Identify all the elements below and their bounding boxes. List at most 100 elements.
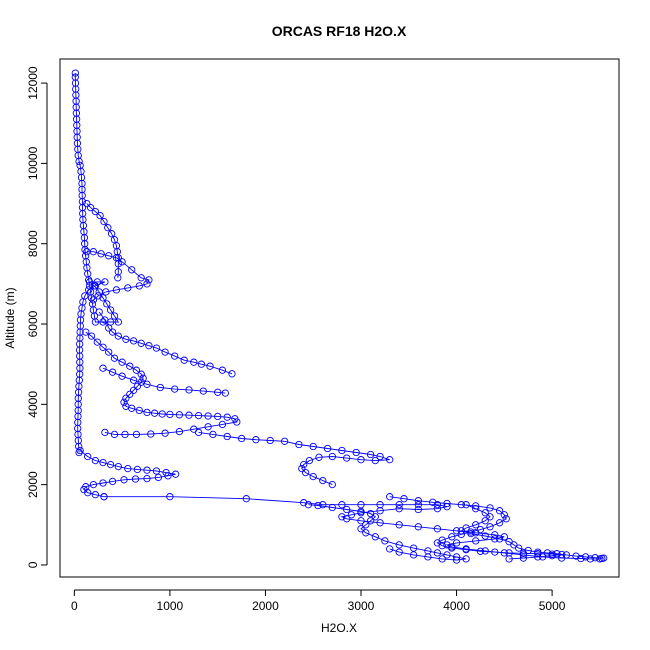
x-tick-label: 4000 [443, 599, 470, 613]
data-point [495, 535, 504, 543]
data-point [305, 456, 314, 465]
data-point [462, 501, 470, 509]
data-point [452, 556, 461, 564]
data-point [452, 527, 461, 535]
data-point [362, 529, 370, 537]
data-point [139, 374, 147, 382]
data-point [89, 248, 98, 256]
data-point [386, 545, 394, 553]
data-point [386, 493, 394, 501]
data-point [301, 468, 310, 477]
data-point [171, 470, 180, 478]
data-series [71, 69, 122, 457]
data-point [161, 429, 169, 437]
data-point [106, 306, 115, 314]
data-point [132, 430, 141, 439]
data-point [414, 497, 422, 505]
data-point [534, 548, 542, 556]
data-point [122, 394, 130, 402]
data-point [414, 505, 422, 514]
data-point [476, 525, 485, 534]
data-point [452, 539, 461, 547]
data-point [87, 332, 96, 340]
data-series [95, 308, 236, 378]
data-point [85, 278, 94, 286]
data-point [221, 389, 229, 397]
plot-area [71, 69, 608, 564]
data-point [586, 555, 594, 563]
data-point [95, 308, 103, 316]
data-point [99, 458, 107, 467]
data-point [194, 428, 203, 437]
data-point [133, 382, 142, 390]
data-point [481, 517, 489, 525]
data-point [171, 352, 179, 360]
data-series [457, 501, 608, 562]
data-point [328, 452, 336, 461]
data-point [112, 286, 121, 294]
data-point [448, 533, 456, 541]
data-point [314, 501, 322, 510]
y-tick-label: 12000 [26, 66, 40, 100]
data-point [171, 385, 179, 393]
data-point [129, 376, 138, 384]
data-point [99, 364, 107, 372]
data-point [357, 517, 365, 525]
data-point [85, 286, 93, 294]
data-point [481, 532, 489, 540]
data-point [448, 544, 456, 552]
data-point [443, 551, 451, 559]
data-point [152, 467, 161, 475]
data-point [124, 284, 132, 292]
data-point [223, 432, 231, 441]
data-point [457, 501, 465, 509]
data-point [120, 476, 128, 484]
data-point [93, 278, 101, 286]
data-point [99, 294, 107, 302]
data-point [114, 318, 122, 326]
data-point [143, 380, 151, 388]
data-series [100, 493, 606, 563]
data-point [84, 452, 92, 461]
x-tick-label: 3000 [348, 599, 375, 613]
data-point [108, 477, 117, 486]
data-point [175, 427, 184, 436]
data-point [462, 555, 470, 563]
data-point [371, 456, 379, 465]
data-point [135, 282, 143, 290]
data-point [319, 476, 327, 485]
data-point [328, 503, 336, 512]
data-point [572, 552, 580, 560]
data-point [414, 523, 422, 531]
data-point [143, 474, 151, 483]
data-point [91, 318, 100, 326]
data-point [99, 479, 107, 487]
data-point [99, 343, 107, 351]
data-point [197, 360, 206, 368]
data-point [433, 525, 442, 533]
plot-frame [59, 58, 620, 578]
data-point [137, 274, 145, 282]
data-point [126, 390, 134, 398]
series-line [198, 431, 390, 486]
data-point [83, 199, 91, 208]
data-point [75, 157, 83, 166]
data-point [91, 207, 100, 216]
data-point [515, 544, 523, 552]
data-point [129, 386, 138, 394]
data-point [166, 410, 174, 419]
data-point [120, 398, 128, 406]
data-point [433, 549, 442, 557]
data-point [150, 409, 159, 417]
data-point [101, 316, 109, 324]
y-tick-label: 0 [26, 561, 40, 568]
data-point [91, 456, 100, 465]
data-point [395, 521, 403, 529]
data-point [100, 217, 108, 226]
data-point [409, 551, 418, 559]
data-point [343, 454, 351, 462]
y-tick-label: 8000 [26, 230, 40, 257]
data-point [143, 408, 151, 417]
data-point [371, 513, 379, 521]
